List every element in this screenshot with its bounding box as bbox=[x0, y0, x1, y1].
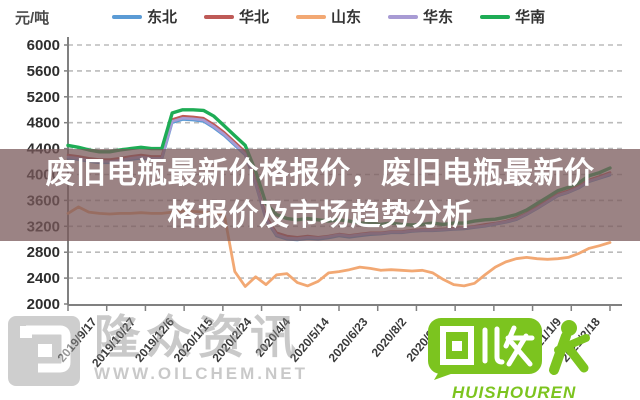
svg-text:6000: 6000 bbox=[27, 37, 60, 54]
huishouren-brand-text: HUISHOUREN bbox=[452, 383, 577, 400]
svg-text:2400: 2400 bbox=[27, 270, 60, 287]
oilchem-url-text: WWW.OILCHEM.NET bbox=[94, 364, 309, 383]
svg-text:2000: 2000 bbox=[27, 296, 60, 313]
legend-item: 东北 bbox=[112, 6, 177, 27]
y-axis-unit-label: 元/吨 bbox=[15, 10, 50, 27]
longzhong-logo-icon bbox=[8, 316, 80, 386]
headline-overlay: 废旧电瓶最新价格报价，废旧电瓶最新价 格报价及市场趋势分析 bbox=[0, 149, 640, 241]
legend-label: 华东 bbox=[423, 9, 454, 26]
legend-item: 华东 bbox=[388, 6, 453, 27]
svg-text:2800: 2800 bbox=[27, 244, 60, 261]
svg-text:4800: 4800 bbox=[27, 115, 60, 132]
legend-label: 山东 bbox=[331, 9, 362, 26]
svg-text:5200: 5200 bbox=[27, 89, 60, 106]
oilchem-brand-text: 隆众资讯 bbox=[94, 311, 302, 363]
legend-swatch-icon bbox=[204, 14, 235, 19]
legend-item: 华北 bbox=[204, 6, 269, 27]
x-axis-label: 2020/8/2 bbox=[369, 315, 410, 360]
legend-label: 华北 bbox=[239, 9, 270, 26]
legend-item: 华南 bbox=[480, 6, 545, 27]
legend-item: 山东 bbox=[296, 6, 361, 27]
legend-label: 华南 bbox=[515, 9, 546, 26]
oilchem-text-block: 隆众资讯 WWW.OILCHEM.NET bbox=[94, 312, 308, 384]
legend-swatch-icon bbox=[388, 14, 419, 19]
watermark-oilchem: 隆众资讯 WWW.OILCHEM.NET bbox=[6, 312, 308, 388]
svg-text:5600: 5600 bbox=[27, 63, 60, 80]
legend-swatch-icon bbox=[296, 14, 327, 19]
legend-row: 元/吨 东北 华北 山东 华东 华南 bbox=[0, 6, 640, 28]
watermark-huishouren: HUISHOUREN bbox=[426, 316, 626, 400]
huishouren-logo-icon bbox=[428, 318, 590, 380]
legend-swatch-icon bbox=[480, 14, 511, 19]
headline-line2: 格报价及市场趋势分析 bbox=[167, 199, 473, 232]
chart-legend: 东北 华北 山东 华东 华南 bbox=[112, 6, 545, 27]
legend-swatch-icon bbox=[112, 14, 142, 19]
headline-line1: 废旧电瓶最新价格报价，废旧电瓶最新价 bbox=[45, 157, 595, 190]
legend-label: 东北 bbox=[147, 9, 178, 26]
x-axis-label: 2020/6/23 bbox=[326, 315, 371, 365]
